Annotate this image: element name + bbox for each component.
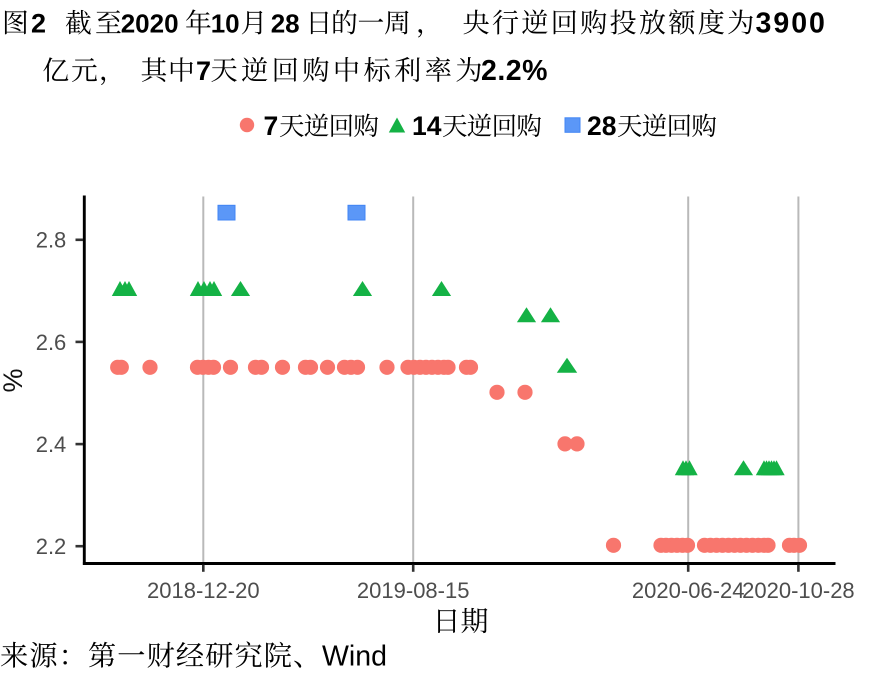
svg-text:2020-10-28: 2020-10-28 bbox=[742, 578, 855, 603]
svg-text:2020-06-24: 2020-06-24 bbox=[632, 578, 745, 603]
svg-text:10: 10 bbox=[211, 8, 240, 38]
svg-text:7: 7 bbox=[264, 111, 279, 141]
svg-text:Wind: Wind bbox=[322, 641, 387, 673]
svg-text:28: 28 bbox=[587, 111, 616, 141]
svg-text:14: 14 bbox=[412, 111, 442, 141]
svg-text:7: 7 bbox=[196, 56, 211, 86]
svg-text:2.2: 2.2 bbox=[36, 534, 67, 559]
svg-text:2018-12-20: 2018-12-20 bbox=[147, 578, 260, 603]
svg-text:2: 2 bbox=[31, 8, 46, 38]
svg-text:3900: 3900 bbox=[756, 7, 827, 39]
svg-text:2.4: 2.4 bbox=[36, 432, 67, 457]
svg-text:%: % bbox=[0, 368, 28, 392]
svg-text:2.2%: 2.2% bbox=[481, 55, 548, 87]
svg-text:28: 28 bbox=[271, 8, 300, 38]
svg-text:2019-08-15: 2019-08-15 bbox=[357, 578, 470, 603]
svg-text:2.8: 2.8 bbox=[36, 228, 67, 253]
svg-text:2.6: 2.6 bbox=[36, 330, 67, 355]
svg-text:2020: 2020 bbox=[121, 8, 179, 38]
